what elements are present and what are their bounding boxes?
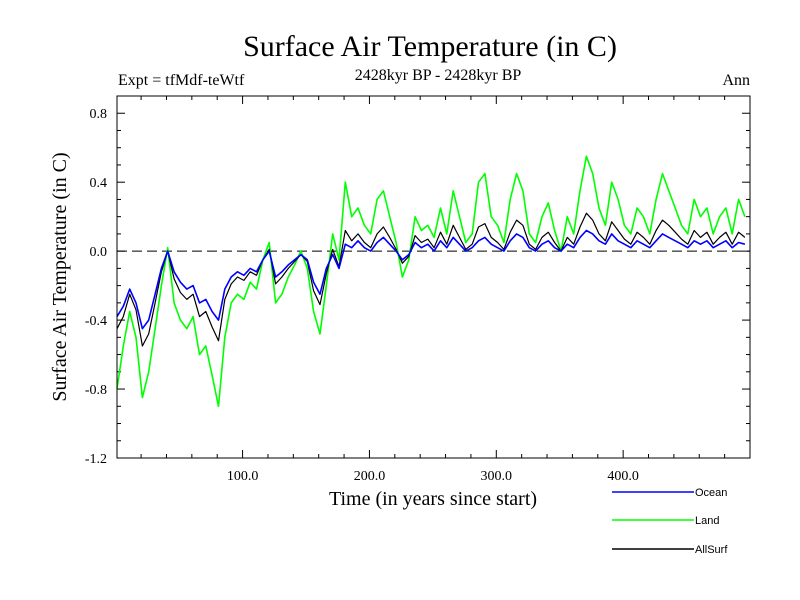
axes-ticks: [117, 95, 750, 459]
x-tick-label: 400.0: [607, 469, 639, 484]
x-axis-label: Time (in years since start): [329, 488, 537, 510]
series-line-allsurf: [116, 212, 746, 347]
y-tick-label: 0.8: [90, 107, 108, 122]
tick-labels: -1.2 -0.8 -0.4 0.0 0.4 0.8 100.0 200.0 300.0 400.…: [85, 107, 639, 484]
plot-series: [116, 155, 746, 408]
y-axis-label: Surface Air Temperature (in C): [49, 152, 71, 401]
experiment-label: Expt = tfMdf-teWtf: [118, 72, 245, 89]
series-line-land: [116, 155, 746, 408]
chart-title: Surface Air Temperature (in C): [243, 30, 617, 63]
x-tick-label: 100.0: [227, 469, 259, 484]
x-tick-label: 200.0: [354, 469, 386, 484]
y-tick-label: -0.4: [85, 314, 107, 329]
legend-label-ocean: Ocean: [695, 487, 727, 499]
x-tick-label: 300.0: [481, 469, 513, 484]
y-tick-label: 0.0: [90, 245, 108, 260]
legend-label-allsurf: AllSurf: [695, 544, 728, 556]
chart-subtitle: 2428kyr BP - 2428kyr BP: [355, 67, 522, 84]
y-tick-label: -1.2: [85, 452, 107, 467]
series-line-ocean: [116, 229, 746, 330]
season-label: Ann: [722, 72, 750, 89]
y-tick-label: 0.4: [90, 176, 108, 191]
plot-frame: [116, 95, 751, 459]
y-tick-label: -0.8: [85, 383, 107, 398]
legend-label-land: Land: [695, 515, 719, 527]
legend: Ocean Land AllSurf: [612, 487, 728, 556]
